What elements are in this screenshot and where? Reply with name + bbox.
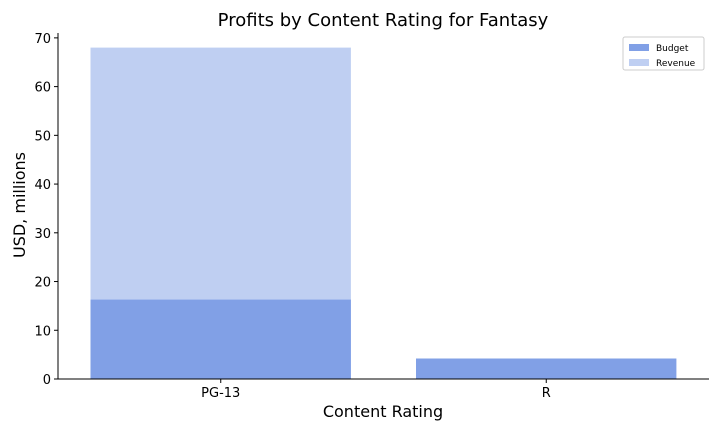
- y-tick-label: 30: [34, 227, 51, 242]
- x-tick-label: PG-13: [201, 386, 240, 401]
- legend-label: Budget: [656, 44, 689, 54]
- x-tick-label: R: [542, 386, 551, 401]
- y-tick-label: 40: [34, 178, 51, 193]
- bar-budget-pg-13: [90, 299, 351, 379]
- y-tick-label: 50: [34, 129, 51, 144]
- legend-swatch: [629, 59, 649, 66]
- plot-area: 0 10 20 30 40 50 60 70 PG-13 R: [34, 32, 709, 401]
- y-tick-label: 70: [34, 32, 51, 47]
- legend-swatch: [629, 44, 649, 51]
- bar-budget-r: [416, 358, 677, 379]
- x-axis-label: Content Rating: [323, 402, 443, 421]
- y-tick-label: 10: [34, 324, 51, 339]
- y-axis-label: USD, millions: [10, 152, 29, 258]
- y-tick-label: 20: [34, 276, 51, 291]
- chart-title: Profits by Content Rating for Fantasy: [218, 10, 549, 31]
- legend: Budget Revenue: [622, 36, 705, 71]
- y-tick-label: 60: [34, 81, 51, 96]
- y-tick-label: 0: [43, 373, 51, 388]
- legend-label: Revenue: [656, 59, 696, 69]
